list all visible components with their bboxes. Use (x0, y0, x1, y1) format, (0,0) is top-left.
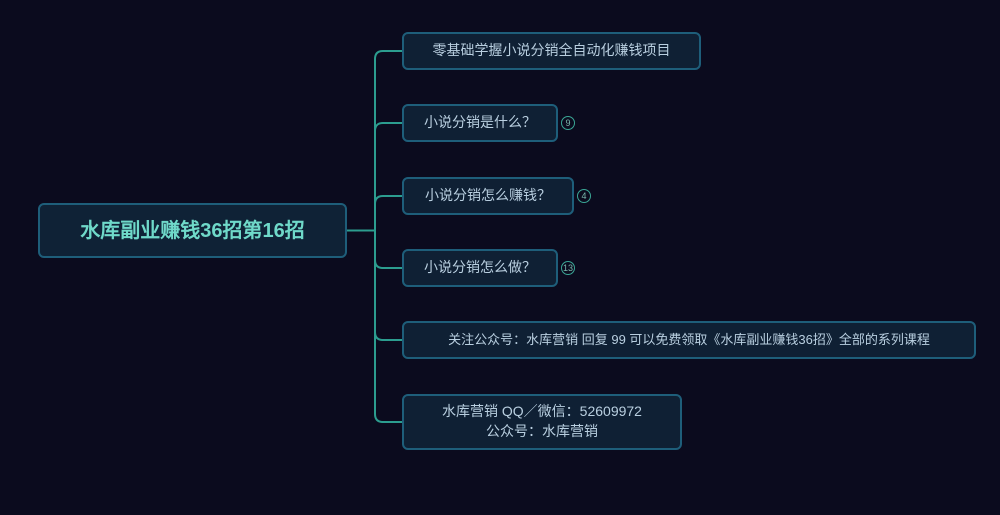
collapse-count-badge[interactable]: 13 (561, 261, 575, 275)
mindmap-child-node[interactable]: 零基础学握小说分销全自动化赚钱项目 (402, 32, 701, 70)
mindmap-child-node[interactable]: 小说分销是什么？ (402, 104, 558, 142)
badge-count: 9 (565, 118, 570, 128)
root-label: 水库副业赚钱36招第16招 (80, 217, 305, 245)
child-label: 小说分销是什么？ (424, 113, 536, 133)
mindmap-child-node[interactable]: 关注公众号：水库营销 回复 99 可以免费领取《水库副业赚钱36招》全部的系列课… (402, 321, 976, 359)
child-label: 小说分销怎么赚钱？ (425, 186, 551, 206)
child-label: 零基础学握小说分销全自动化赚钱项目 (433, 41, 671, 61)
mindmap-child-node[interactable]: 小说分销怎么做？ (402, 249, 558, 287)
collapse-count-badge[interactable]: 9 (561, 116, 575, 130)
badge-count: 4 (581, 191, 586, 201)
collapse-count-badge[interactable]: 4 (577, 189, 591, 203)
mindmap-child-node[interactable]: 小说分销怎么赚钱？ (402, 177, 574, 215)
child-label: 水库营销 QQ／微信：52609972 公众号：水库营销 (442, 402, 642, 441)
child-label: 小说分销怎么做？ (424, 258, 536, 278)
badge-count: 13 (563, 263, 573, 273)
mindmap-child-node[interactable]: 水库营销 QQ／微信：52609972 公众号：水库营销 (402, 394, 682, 450)
child-label: 关注公众号：水库营销 回复 99 可以免费领取《水库副业赚钱36招》全部的系列课… (448, 331, 930, 349)
mindmap-root-node[interactable]: 水库副业赚钱36招第16招 (38, 203, 347, 258)
